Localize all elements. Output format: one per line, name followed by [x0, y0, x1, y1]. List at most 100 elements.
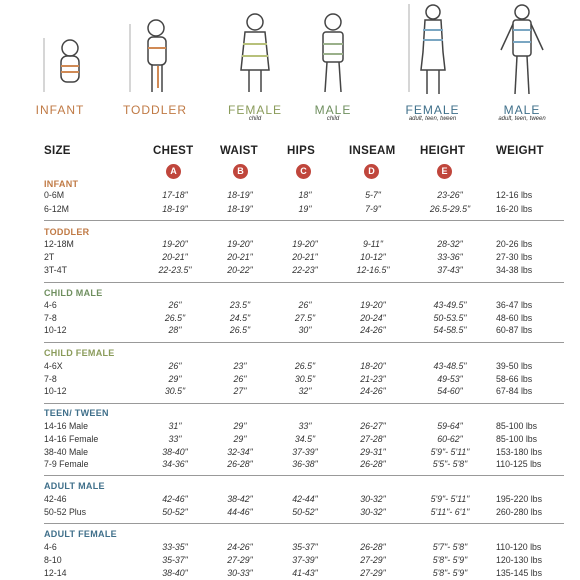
- value-cell: 27": [233, 386, 247, 396]
- value-cell: 18-20": [360, 361, 386, 371]
- table-row: 10-12 28" 26.5" 30" 24-26" 54-58.5" 60-87 lbs: [0, 325, 580, 336]
- size-cell: 0-6M: [44, 190, 65, 200]
- value-cell: 36-38": [292, 459, 318, 469]
- value-cell: 29": [168, 374, 182, 384]
- group-divider: [44, 220, 564, 221]
- value-cell: 24-26": [227, 542, 253, 552]
- weight-cell: 120-130 lbs: [496, 555, 542, 565]
- value-cell: 22-23.5": [158, 265, 192, 275]
- size-cell: 7-8: [44, 374, 57, 384]
- table-row: 3T-4T 22-23.5" 20-22" 22-23" 12-16.5" 37-43" 3…: [0, 265, 580, 276]
- value-cell: 49-53": [437, 374, 463, 384]
- value-cell: 26": [168, 300, 182, 310]
- value-cell: 5'8"- 5'9": [432, 555, 468, 565]
- value-cell: 5'5"- 5'8": [432, 459, 468, 469]
- value-cell: 28-32": [437, 239, 463, 249]
- value-cell: 24.5": [229, 313, 251, 323]
- group-divider: [44, 523, 564, 524]
- figure-label: MALE: [503, 103, 541, 117]
- value-cell: 43-49.5": [433, 300, 467, 310]
- value-cell: 22-23": [292, 265, 318, 275]
- value-cell: 26.5": [164, 313, 186, 323]
- value-cell: 26": [168, 361, 182, 371]
- size-cell: 3T-4T: [44, 265, 67, 275]
- value-cell: 18": [298, 190, 312, 200]
- value-cell: 20-22": [227, 265, 253, 275]
- header-hips: HIPS: [287, 145, 316, 157]
- value-cell: 19-20": [162, 239, 188, 249]
- value-cell: 37-39": [292, 447, 318, 457]
- table-row: 8-10 35-37" 27-29" 37-39" 27-29" 5'8"- 5'9" 12…: [0, 555, 580, 566]
- header-height: HEIGHT: [420, 145, 466, 157]
- value-cell: 50-52": [162, 507, 188, 517]
- value-cell: 30.5": [164, 386, 186, 396]
- value-cell: 27-29": [360, 568, 386, 578]
- weight-cell: 34-38 lbs: [496, 265, 533, 275]
- table-row: 7-9 Female 34-36" 26-28" 36-38" 26-28" 5'5"- …: [0, 459, 580, 470]
- boy-silhouette-icon: [322, 13, 344, 93]
- value-cell: 20-21": [292, 252, 318, 262]
- value-cell: 29-31": [360, 447, 386, 457]
- value-cell: 27-29": [360, 555, 386, 565]
- toddler-silhouette-icon: [129, 19, 167, 92]
- weight-cell: 85-100 lbs: [496, 421, 538, 431]
- value-cell: 19": [298, 204, 312, 214]
- size-cell: 42-46: [44, 494, 67, 504]
- value-cell: 26.5-29.5": [429, 204, 471, 214]
- value-cell: 20-24": [360, 313, 386, 323]
- table-row: 42-46 42-46" 38-42" 42-44" 30-32" 5'9"- 5'11"…: [0, 494, 580, 505]
- weight-cell: 135-145 lbs: [496, 568, 542, 578]
- table-row: 7-8 26.5" 24.5" 27.5" 20-24" 50-53.5" 48-60 lb…: [0, 313, 580, 324]
- size-cell: 6-12M: [44, 204, 69, 214]
- value-cell: 5-7": [365, 190, 381, 200]
- value-cell: 26-28": [360, 459, 386, 469]
- value-cell: 43-48.5": [433, 361, 467, 371]
- value-cell: 27-28": [360, 434, 386, 444]
- value-cell: 23-26": [437, 190, 463, 200]
- value-cell: 35-37": [162, 555, 188, 565]
- figure-child-male: MALE child: [303, 0, 363, 130]
- badge-hips: C: [296, 164, 311, 179]
- value-cell: 31": [168, 421, 182, 431]
- group-title: TODDLER: [44, 227, 90, 237]
- group-divider: [44, 403, 564, 404]
- size-cell: 12-18M: [44, 239, 74, 249]
- weight-cell: 27-30 lbs: [496, 252, 533, 262]
- value-cell: 26": [298, 300, 312, 310]
- value-cell: 26": [233, 374, 247, 384]
- group-divider: [44, 342, 564, 343]
- figure-label: MALE: [314, 103, 352, 117]
- value-cell: 26-27": [360, 421, 386, 431]
- size-cell: 10-12: [44, 386, 67, 396]
- value-cell: 32-34": [227, 447, 253, 457]
- table-row: 10-12 30.5" 27" 32" 24-26" 54-60" 67-84 lbs: [0, 386, 580, 397]
- girl-silhouette-icon: [240, 13, 270, 92]
- header-inseam: INSEAM: [349, 145, 396, 157]
- value-cell: 29": [233, 434, 247, 444]
- badge-height: E: [437, 164, 452, 179]
- table-row: 12-14 38-40" 30-33" 41-43" 27-29" 5'8"- 5'9" 1…: [0, 568, 580, 579]
- figure-sublabel: child: [248, 116, 262, 122]
- value-cell: 17-18": [162, 190, 188, 200]
- value-cell: 19-20": [227, 239, 253, 249]
- figure-label: TODDLER: [122, 103, 188, 117]
- value-cell: 59-64": [437, 421, 463, 431]
- value-cell: 30": [298, 325, 312, 335]
- weight-cell: 36-47 lbs: [496, 300, 533, 310]
- size-cell: 4-6: [44, 300, 57, 310]
- weight-cell: 260-280 lbs: [496, 507, 542, 517]
- table-row: 4-6X 26" 23" 26.5" 18-20" 43-48.5" 39-50 lbs: [0, 361, 580, 372]
- weight-cell: 16-20 lbs: [496, 204, 533, 214]
- value-cell: 37-43": [437, 265, 463, 275]
- value-cell: 50-52": [292, 507, 318, 517]
- table-row: 6-12M 18-19" 18-19" 19" 7-9" 26.5-29.5" 16-20 …: [0, 204, 580, 215]
- value-cell: 32": [298, 386, 312, 396]
- weight-cell: 110-125 lbs: [496, 459, 542, 469]
- weight-cell: 67-84 lbs: [496, 386, 533, 396]
- value-cell: 38-40": [162, 568, 188, 578]
- size-cell: 12-14: [44, 568, 67, 578]
- value-cell: 5'9"- 5'11": [430, 447, 470, 457]
- woman-silhouette-icon: [408, 4, 446, 94]
- value-cell: 38-40": [162, 447, 188, 457]
- value-cell: 33": [168, 434, 182, 444]
